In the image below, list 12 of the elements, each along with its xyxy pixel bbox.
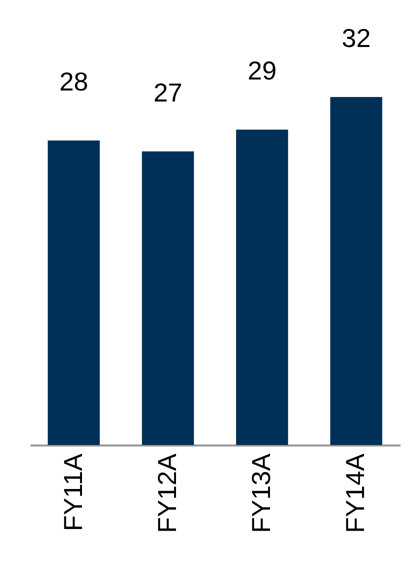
data-label: 32 [342,23,371,53]
x-tick-label: FY13A [246,452,276,533]
x-tick-label: FY12A [152,452,182,533]
data-label: 27 [153,77,182,108]
bar [236,130,288,445]
data-label: 29 [248,56,277,86]
bar [330,97,382,445]
bar [48,140,100,445]
bar [142,151,194,445]
x-tick-label: FY14A [340,452,370,533]
x-tick-label: FY11A [58,452,88,532]
data-label: 28 [59,66,88,96]
